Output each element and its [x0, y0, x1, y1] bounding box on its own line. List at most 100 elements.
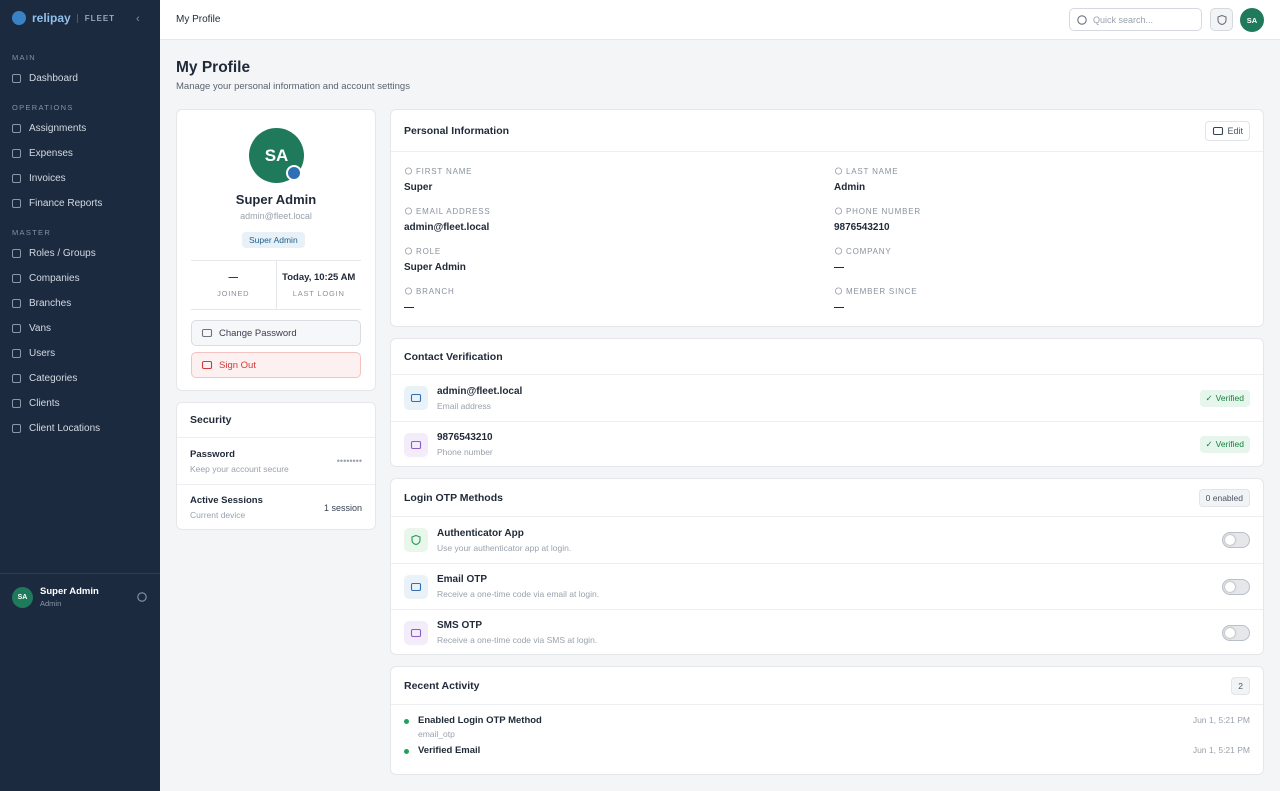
nav-icon: [12, 374, 21, 383]
verified-badge: ✓ Verified: [1199, 389, 1250, 407]
role-badge: Super Admin: [242, 232, 305, 248]
search-box[interactable]: Quick search...: [1069, 8, 1202, 31]
nav-item[interactable]: Categories: [0, 366, 160, 391]
icon: [1212, 125, 1224, 137]
field-label: ROLE: [416, 246, 441, 256]
topbar: My Profile Quick search... SA: [160, 0, 1280, 40]
activity-text: Verified Email: [418, 745, 1184, 756]
nav-item[interactable]: Branches: [0, 291, 160, 316]
breadcrumb: My Profile: [176, 14, 221, 25]
activity-text: Enabled Login OTP Method email_otp: [418, 715, 1184, 739]
nav-icon: [12, 349, 21, 358]
icon: [410, 392, 422, 404]
nav-item[interactable]: Clients: [0, 391, 160, 416]
otp-icon: [404, 528, 428, 552]
toggle-knob: [1225, 581, 1235, 592]
nav-item[interactable]: Users: [0, 341, 160, 366]
card-title: Contact Verification: [404, 350, 503, 363]
card-title: Security: [190, 414, 232, 426]
nav-item[interactable]: Roles / Groups: [0, 241, 160, 266]
nav-item[interactable]: Client Locations: [0, 416, 160, 441]
activity-count: 2: [1231, 676, 1250, 695]
contact-card: Contact Verification admin@fleet.local Ema…: [390, 338, 1264, 467]
icon[interactable]: [136, 591, 148, 603]
nav-icon: [12, 174, 21, 183]
collapse-button[interactable]: ‹: [136, 13, 140, 25]
nav-item[interactable]: Finance Reports: [0, 191, 160, 216]
field-value: —: [404, 302, 414, 313]
icon-glyph: [411, 534, 421, 546]
nav-label: Assignments: [29, 123, 87, 134]
otp-toggle[interactable]: [1222, 532, 1250, 548]
nav-item[interactable]: Dashboard: [0, 66, 160, 91]
stat-value: Today, 10:25 AM: [282, 272, 356, 283]
action-button[interactable]: Change Password: [191, 320, 361, 346]
user-avatar: SA: [12, 586, 33, 608]
field-label-row: LAST NAME: [834, 165, 1264, 177]
brand: relipay FLEET: [12, 11, 115, 25]
top-avatar[interactable]: SA: [1240, 8, 1264, 32]
otp-toggle[interactable]: [1222, 578, 1250, 595]
security-title: Active Sessions: [190, 495, 263, 506]
edit-button[interactable]: Edit: [1205, 120, 1250, 141]
otp-toggle[interactable]: [1222, 624, 1250, 641]
fields-grid: FIRST NAME Super LAST NAME Admin EMAIL ADDRE…: [391, 152, 1264, 314]
activity-time: Jun 1, 5:21 PM: [1192, 715, 1250, 725]
otp-icon: [404, 620, 428, 645]
brand-name: relipay: [32, 11, 71, 25]
field: PHONE NUMBER 9876543210: [834, 205, 1264, 234]
verified-check: ✓: [1205, 392, 1213, 403]
avatar-edit[interactable]: [286, 165, 302, 181]
otp-text: SMS OTP Receive a one-time code via SMS a…: [437, 620, 1213, 645]
field-value: 9876543210: [834, 222, 890, 233]
icon: [834, 205, 843, 217]
nav-item[interactable]: Invoices: [0, 166, 160, 191]
security-row: Active Sessions Current device 1 session: [177, 484, 375, 530]
stat-label: JOINED: [217, 289, 250, 298]
otp-title: SMS OTP: [437, 620, 483, 631]
security-row: Password Keep your account secure ••••••••: [177, 438, 375, 484]
icon-glyph: [834, 207, 843, 215]
nav-icon: [12, 299, 21, 308]
brand-logo: [12, 11, 26, 25]
otp-row: Authenticator App Use your authenticator …: [391, 517, 1263, 563]
field-value: Super: [404, 182, 433, 193]
security-text: Active Sessions Current device: [190, 495, 263, 520]
toggle-knob: [1225, 535, 1235, 545]
icon-glyph: [201, 328, 213, 338]
enabled-badge: 0 enabled: [1198, 488, 1250, 507]
field-label-row: ROLE: [404, 245, 834, 257]
nav-item[interactable]: Expenses: [0, 141, 160, 166]
card-title: Login OTP Methods: [404, 491, 503, 504]
action-button[interactable]: Sign Out: [191, 352, 361, 378]
security-text: Password Keep your account secure: [190, 449, 289, 474]
field-label-row: EMAIL ADDRESS: [404, 205, 834, 217]
otp-subtitle: Use your authenticator app at login.: [437, 542, 572, 553]
icon: [834, 245, 843, 257]
icon-glyph: [834, 167, 843, 175]
verified-check: ✓: [1205, 439, 1213, 449]
page-subtitle: Manage your personal information and acc…: [176, 81, 410, 92]
nav-icon: [12, 399, 21, 408]
icon: [834, 285, 843, 297]
field-label: COMPANY: [846, 246, 892, 256]
otp-subtitle: Receive a one-time code via SMS at login…: [437, 635, 598, 645]
nav-icon: [12, 424, 21, 433]
field-label: LAST NAME: [846, 166, 899, 176]
icon: [410, 581, 422, 593]
nav: MAIN Dashboard OPERATIONS Assignments Expens…: [0, 50, 160, 441]
field: EMAIL ADDRESS admin@fleet.local: [404, 205, 834, 234]
icon-glyph: [404, 287, 413, 295]
field: ROLE Super Admin: [404, 245, 834, 274]
nav-icon: [12, 274, 21, 283]
card-header: Contact Verification: [391, 339, 1263, 375]
nav-item[interactable]: Assignments: [0, 116, 160, 141]
contact-icon: [404, 386, 428, 410]
nav-item[interactable]: Companies: [0, 266, 160, 291]
card-title: Personal Information: [404, 124, 510, 137]
notifications-button[interactable]: [1210, 8, 1233, 31]
nav-item[interactable]: Vans: [0, 316, 160, 341]
nav-label: Invoices: [29, 173, 66, 184]
